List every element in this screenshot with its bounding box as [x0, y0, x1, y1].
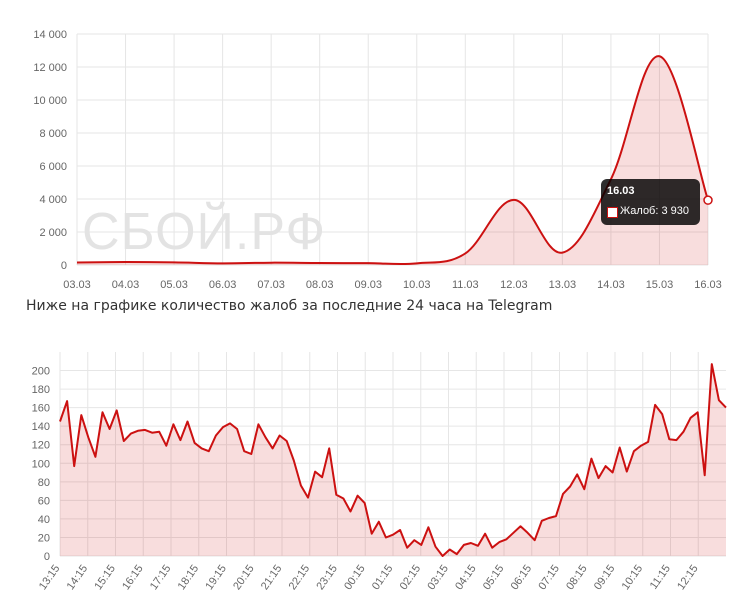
y-tick-label: 20 — [38, 532, 50, 544]
tooltip-value: Жалоб: 3 930 — [620, 205, 689, 217]
x-tick-label: 11.03 — [452, 279, 479, 291]
x-tick-label: 14:15 — [65, 563, 91, 592]
x-tick-label: 02:15 — [398, 563, 424, 592]
x-tick-label: 10:15 — [620, 563, 646, 592]
x-tick-label: 20:15 — [231, 563, 257, 592]
x-tick-label: 22:15 — [287, 563, 313, 592]
y-tick-label: 8 000 — [39, 128, 67, 140]
y-tick-label: 14 000 — [33, 29, 67, 41]
chart-tooltip: 16.03 Жалоб: 3 930 — [601, 179, 700, 225]
x-tick-label: 16:15 — [120, 563, 146, 592]
daily-complaints-chart: 0 20 40 60 80 100 120 140 160 180 200 13:15 14:15 15:… — [32, 352, 727, 592]
series-area — [77, 56, 708, 266]
x-tick-label: 12.03 — [500, 279, 528, 291]
x-tick-label: 04.03 — [112, 279, 140, 291]
series-line — [59, 363, 727, 557]
x-tick-label: 10.03 — [403, 279, 431, 291]
y-tick-label: 40 — [38, 514, 50, 526]
x-tick-label: 05.03 — [160, 279, 188, 291]
y-tick-label: 100 — [32, 458, 50, 470]
x-tick-label: 13.03 — [549, 279, 577, 291]
x-tick-label: 00:15 — [342, 563, 368, 592]
y-tick-label: 180 — [32, 384, 50, 396]
x-tick-label: 21:15 — [259, 563, 285, 592]
x-tick-label: 19:15 — [203, 563, 229, 592]
x-tick-label: 04:15 — [453, 563, 479, 592]
y-tick-label: 6 000 — [39, 161, 67, 173]
x-tick-label: 09.03 — [354, 279, 382, 291]
x-tick-label: 11:15 — [648, 563, 673, 592]
y-tick-label: 2 000 — [39, 227, 67, 239]
x-tick-label: 07.03 — [257, 279, 285, 291]
y-tick-label: 140 — [32, 421, 50, 433]
x-tick-label: 15.03 — [646, 279, 674, 291]
x-tick-label: 09:15 — [592, 563, 618, 592]
tooltip-legend-swatch — [607, 207, 618, 218]
y-tick-label: 0 — [44, 551, 50, 563]
x-tick-label: 13:15 — [37, 563, 63, 592]
x-tick-label: 03:15 — [425, 563, 451, 592]
weekly-complaints-chart: 0 2 000 4 000 6 000 8 000 10 000 12 000 14 000 0… — [33, 29, 722, 291]
x-tick-label: 15:15 — [92, 563, 118, 592]
y-tick-label: 4 000 — [39, 194, 67, 206]
x-tick-label: 06:15 — [509, 563, 535, 592]
x-tick-label: 03.03 — [63, 279, 91, 291]
y-tick-label: 160 — [32, 403, 50, 415]
series-line — [76, 55, 709, 266]
x-tick-label: 07:15 — [536, 563, 562, 592]
y-tick-label: 60 — [38, 495, 50, 507]
y-tick-label: 12 000 — [33, 62, 67, 74]
y-tick-label: 0 — [61, 260, 67, 272]
x-tick-label: 08:15 — [564, 563, 590, 592]
x-tick-label: 12:15 — [675, 563, 701, 592]
x-tick-label: 08.03 — [306, 279, 334, 291]
x-tick-label: 14.03 — [597, 279, 625, 291]
y-tick-label: 200 — [32, 366, 50, 378]
x-tick-label: 23:15 — [314, 563, 340, 592]
y-tick-label: 120 — [32, 440, 50, 452]
x-tick-label: 18:15 — [176, 563, 202, 592]
x-tick-label: 05:15 — [481, 563, 507, 592]
x-tick-label: 17:15 — [148, 563, 174, 592]
watermark: СБОЙ.РФ — [82, 203, 326, 261]
highlighted-point — [703, 195, 713, 205]
chart-caption: Ниже на графике количество жалоб за посл… — [26, 298, 553, 314]
x-tick-label: 01:15 — [370, 563, 396, 592]
x-tick-label: 06.03 — [209, 279, 237, 291]
y-tick-label: 80 — [38, 477, 50, 489]
tooltip-title: 16.03 — [607, 185, 635, 197]
y-tick-label: 10 000 — [33, 95, 67, 107]
x-tick-label: 16.03 — [694, 279, 722, 291]
